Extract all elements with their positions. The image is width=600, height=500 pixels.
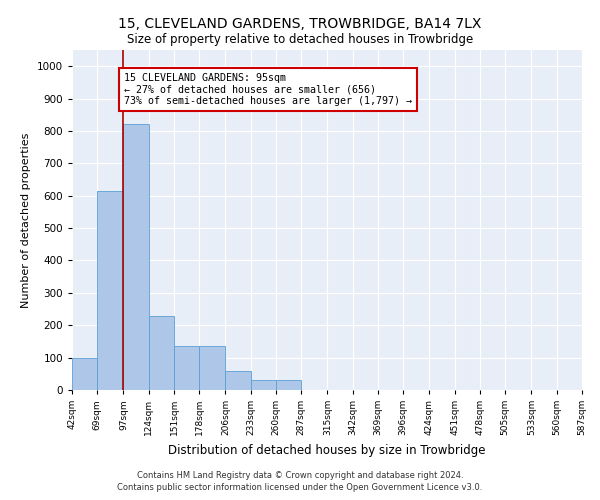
Text: 15 CLEVELAND GARDENS: 95sqm
← 27% of detached houses are smaller (656)
73% of se: 15 CLEVELAND GARDENS: 95sqm ← 27% of det… [124,72,412,106]
X-axis label: Distribution of detached houses by size in Trowbridge: Distribution of detached houses by size … [168,444,486,456]
Bar [174,346,199,390]
Bar [149,316,174,390]
Text: Size of property relative to detached houses in Trowbridge: Size of property relative to detached ho… [127,32,473,46]
Bar [199,346,226,390]
Bar [124,124,149,390]
Bar [97,191,124,390]
Text: Contains HM Land Registry data © Crown copyright and database right 2024.
Contai: Contains HM Land Registry data © Crown c… [118,471,482,492]
Bar [226,370,251,390]
Bar [276,380,301,390]
Bar [251,380,276,390]
Text: 15, CLEVELAND GARDENS, TROWBRIDGE, BA14 7LX: 15, CLEVELAND GARDENS, TROWBRIDGE, BA14 … [118,18,482,32]
Bar [72,358,97,390]
Y-axis label: Number of detached properties: Number of detached properties [21,132,31,308]
